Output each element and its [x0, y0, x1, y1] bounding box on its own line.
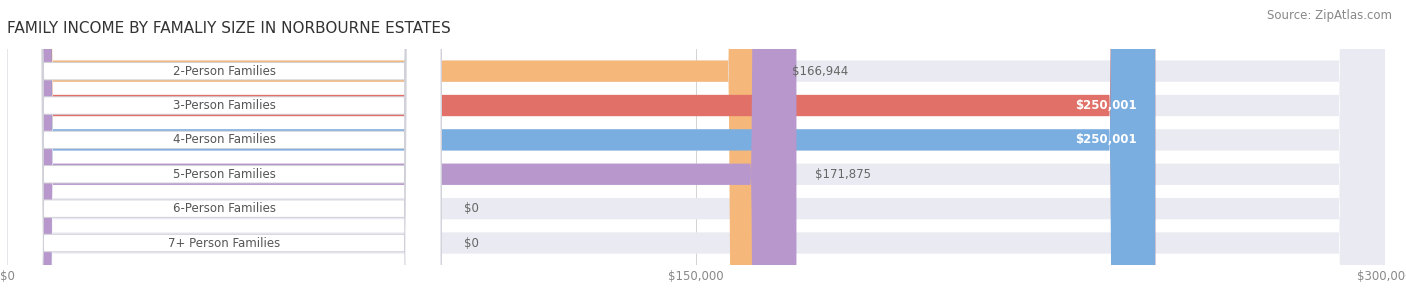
FancyBboxPatch shape: [7, 0, 441, 305]
FancyBboxPatch shape: [7, 0, 1156, 305]
FancyBboxPatch shape: [7, 0, 773, 305]
Text: $166,944: $166,944: [792, 65, 848, 78]
Text: $250,001: $250,001: [1076, 99, 1137, 112]
FancyBboxPatch shape: [7, 0, 441, 305]
FancyBboxPatch shape: [7, 0, 441, 305]
FancyBboxPatch shape: [7, 0, 1385, 305]
Text: Source: ZipAtlas.com: Source: ZipAtlas.com: [1267, 9, 1392, 22]
Text: 6-Person Families: 6-Person Families: [173, 202, 276, 215]
FancyBboxPatch shape: [7, 0, 441, 305]
Text: 7+ Person Families: 7+ Person Families: [167, 236, 280, 249]
FancyBboxPatch shape: [7, 0, 441, 305]
FancyBboxPatch shape: [7, 0, 1385, 305]
Text: 5-Person Families: 5-Person Families: [173, 168, 276, 181]
Text: $171,875: $171,875: [815, 168, 870, 181]
FancyBboxPatch shape: [7, 0, 1156, 305]
FancyBboxPatch shape: [7, 0, 1385, 305]
Text: FAMILY INCOME BY FAMALIY SIZE IN NORBOURNE ESTATES: FAMILY INCOME BY FAMALIY SIZE IN NORBOUR…: [7, 21, 451, 36]
Text: 2-Person Families: 2-Person Families: [173, 65, 276, 78]
Text: $0: $0: [464, 202, 479, 215]
Text: 3-Person Families: 3-Person Families: [173, 99, 276, 112]
FancyBboxPatch shape: [7, 0, 1385, 305]
Text: $250,001: $250,001: [1076, 133, 1137, 146]
Text: $0: $0: [464, 236, 479, 249]
FancyBboxPatch shape: [7, 0, 796, 305]
FancyBboxPatch shape: [7, 0, 1385, 305]
FancyBboxPatch shape: [7, 0, 441, 305]
FancyBboxPatch shape: [7, 0, 1385, 305]
Text: 4-Person Families: 4-Person Families: [173, 133, 276, 146]
